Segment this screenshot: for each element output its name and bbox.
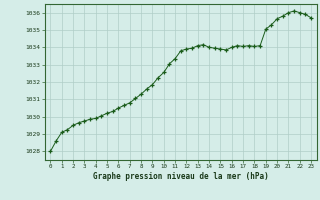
X-axis label: Graphe pression niveau de la mer (hPa): Graphe pression niveau de la mer (hPa) <box>93 172 269 181</box>
